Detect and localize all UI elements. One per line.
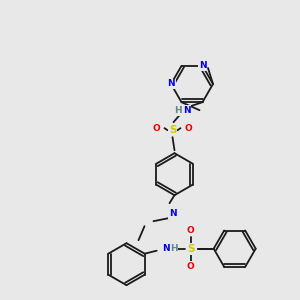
Text: H: H (170, 244, 178, 253)
Text: N: N (167, 80, 175, 88)
Text: N: N (162, 244, 169, 253)
Text: O: O (153, 124, 160, 133)
Text: O: O (187, 226, 195, 235)
Text: N: N (199, 61, 206, 70)
Text: O: O (187, 262, 195, 271)
Text: N: N (183, 106, 190, 115)
Text: H: H (174, 106, 181, 115)
Text: N: N (169, 209, 176, 218)
Text: S: S (187, 244, 194, 254)
Text: O: O (184, 124, 192, 133)
Text: S: S (169, 125, 176, 135)
